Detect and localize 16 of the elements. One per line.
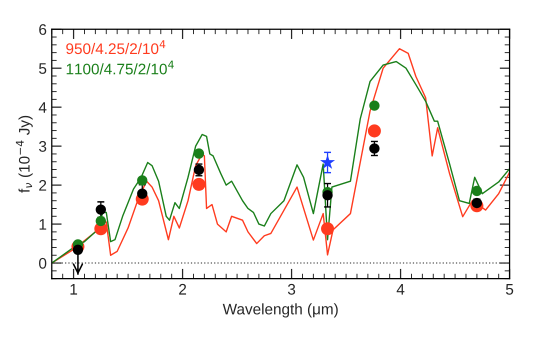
y-tick-label: 4 [38, 102, 46, 113]
x-tick-label: 5 [506, 284, 514, 295]
y-tick-label: 5 [39, 63, 46, 74]
y-tick-label: 0 [39, 258, 46, 269]
x-tick-label: 4 [396, 284, 404, 295]
x-tick-label: 3 [288, 284, 296, 295]
x-tick-label: 1 [70, 284, 78, 295]
y-tick-label: 6 [39, 24, 46, 35]
y-tick-label: 3 [39, 141, 46, 152]
y-tick-label: 1 [40, 219, 46, 230]
y-axis-title: f$_{ν}$ (10$^{−4}$ Jy) [16, 116, 33, 193]
text: 1100/4.75/2/10$^{4}$ [66, 60, 174, 74]
x-axis-title: Wavelength (μm) [222, 303, 338, 318]
y-tick-label: 2 [39, 180, 46, 191]
x-tick-label: 2 [179, 284, 186, 295]
text: 950/4.25/2/10$^{4}$ [66, 40, 166, 54]
